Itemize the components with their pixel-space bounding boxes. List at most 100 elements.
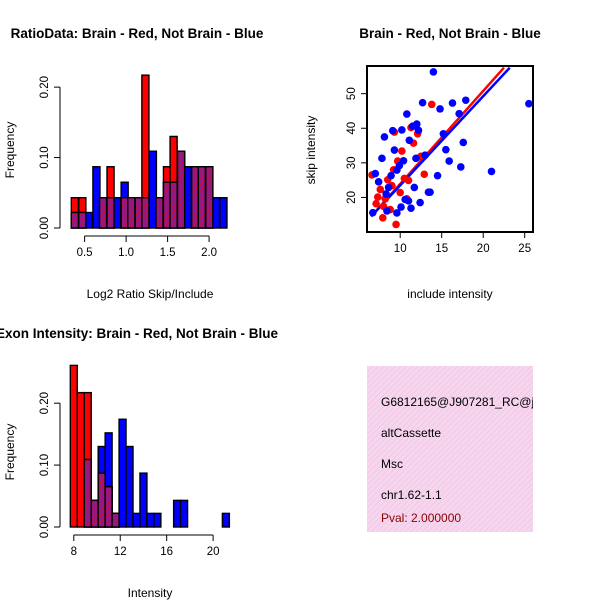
scatter-fit-lines bbox=[370, 66, 511, 218]
ratio-bar-overlap bbox=[70, 211, 80, 229]
ratio-x-axis-label: Log2 Ratio Skip/Include bbox=[87, 287, 214, 301]
ratio-bar-overlap bbox=[169, 181, 178, 229]
scatter-x-tick-label: 25 bbox=[518, 243, 531, 255]
scatter-y-tick-label: 20 bbox=[346, 191, 358, 204]
intensity-bar-brain bbox=[69, 364, 78, 528]
scatter-point-notbrain bbox=[407, 204, 415, 212]
scatter-point-notbrain bbox=[433, 171, 442, 180]
scatter-point-notbrain bbox=[383, 207, 391, 215]
scatter-x-tick-label: 15 bbox=[435, 243, 448, 255]
scatter-point-notbrain bbox=[403, 110, 411, 118]
scatter-axes-group: 10 15 20 25 20 30 40 50 bbox=[346, 87, 531, 255]
scatter-point-brain bbox=[427, 100, 436, 109]
scatter-point-notbrain bbox=[404, 197, 413, 205]
scatter-point-notbrain bbox=[461, 96, 470, 105]
intensity-bar-notbrain bbox=[118, 418, 127, 528]
intensity-bar-notbrain bbox=[172, 499, 182, 528]
ratio-bar-overlap bbox=[155, 197, 164, 229]
scatter-point-notbrain bbox=[393, 166, 401, 174]
scatter-y-axis-label: skip intensity bbox=[304, 116, 318, 185]
intensity-x-tick-label: 12 bbox=[114, 546, 127, 558]
tissue-text: Msc bbox=[381, 457, 403, 471]
scatter-point-notbrain bbox=[374, 178, 383, 186]
intensity-y-axis-label: Frequency bbox=[3, 424, 17, 481]
scatter-point-brain bbox=[420, 170, 429, 179]
scatter-point-brain bbox=[404, 176, 413, 185]
ratio-bar-overlap bbox=[98, 197, 108, 229]
ratio-bar-overlap bbox=[141, 197, 150, 229]
intensity-bar-notbrain bbox=[153, 512, 162, 528]
scatter-point-notbrain bbox=[384, 183, 393, 192]
scatter-point-notbrain bbox=[410, 183, 419, 192]
scatter-panel: Brain - Red, Not Brain - Blue 10 15 20 25 20… bbox=[304, 26, 541, 301]
scatter-point-notbrain bbox=[416, 198, 424, 207]
intensity-bar-notbrain bbox=[221, 512, 231, 528]
intensity-axes-group: 8 12 16 20 0.00 0.10 0.20 bbox=[39, 392, 220, 558]
ratio-bar-overlap bbox=[197, 166, 207, 229]
intensity-bar-notbrain bbox=[132, 512, 141, 528]
intensity-y-tick-label: 0.10 bbox=[39, 454, 51, 476]
scatter-chart-title: Brain - Red, Not Brain - Blue bbox=[359, 26, 541, 41]
scatter-point-notbrain bbox=[378, 154, 386, 163]
scatter-x-tick-label: 10 bbox=[394, 243, 407, 255]
intensity-bar-notbrain bbox=[139, 472, 148, 528]
scatter-point-brain bbox=[376, 185, 385, 194]
scatter-point-brain bbox=[372, 199, 380, 208]
intensity-x-tick-label: 20 bbox=[207, 546, 220, 558]
scatter-point-brain bbox=[396, 188, 405, 197]
intensity-x-tick-label: 8 bbox=[71, 546, 77, 558]
scatter-point-notbrain bbox=[439, 129, 448, 138]
scatter-point-notbrain bbox=[414, 126, 423, 135]
scatter-point-notbrain bbox=[455, 109, 463, 118]
intensity-bar-overlap bbox=[97, 472, 106, 528]
intensity-x-axis-label: Intensity bbox=[128, 586, 173, 600]
intensity-bar-overlap bbox=[83, 458, 92, 528]
intensity-bar-overlap bbox=[111, 512, 120, 528]
location-text: chr1.62-1.1 bbox=[381, 488, 442, 502]
ratio-x-tick-label: 1.5 bbox=[160, 247, 176, 259]
scatter-point-notbrain bbox=[397, 203, 405, 211]
scatter-y-tick-label: 50 bbox=[346, 87, 358, 100]
intensity-y-tick-label: 0.20 bbox=[39, 392, 51, 414]
scatter-y-tick-label: 30 bbox=[346, 156, 358, 169]
scatter-point-notbrain bbox=[399, 156, 408, 165]
scatter-point-notbrain bbox=[393, 209, 401, 217]
scatter-point-brain bbox=[398, 147, 406, 155]
intensity-x-tick-label: 16 bbox=[160, 546, 173, 558]
ratio-bar-overlap bbox=[106, 197, 115, 229]
intensity-histogram-panel: Exon Intensity: Brain - Red, Not Brain -… bbox=[0, 326, 278, 600]
scatter-points-group bbox=[368, 68, 533, 229]
scatter-point-notbrain bbox=[487, 167, 496, 176]
scatter-point-notbrain bbox=[412, 154, 420, 163]
intensity-bar-notbrain bbox=[179, 499, 189, 528]
ratio-x-tick-label: 0.5 bbox=[77, 247, 93, 259]
scatter-point-brain bbox=[373, 193, 382, 201]
scatter-point-notbrain bbox=[390, 146, 399, 154]
scatter-point-notbrain bbox=[456, 163, 465, 171]
intensity-chart-title: Exon Intensity: Brain - Red, Not Brain -… bbox=[0, 326, 278, 341]
scatter-point-notbrain bbox=[398, 126, 406, 134]
event-type-text: altCassette bbox=[381, 426, 441, 440]
scatter-point-notbrain bbox=[380, 133, 389, 141]
scatter-point-notbrain bbox=[405, 136, 414, 145]
scatter-fit-line-blue bbox=[370, 66, 511, 218]
ratio-chart-title: RatioData: Brain - Red, Not Brain - Blue bbox=[11, 26, 264, 41]
scatter-point-notbrain bbox=[445, 157, 453, 165]
probe-info-box: G6812165@J907281_RC@j_at altCassette Msc… bbox=[367, 366, 533, 532]
scatter-point-notbrain bbox=[388, 126, 397, 135]
scatter-y-tick-label: 40 bbox=[346, 122, 358, 135]
ratio-y-tick-label: 0.10 bbox=[39, 146, 51, 168]
scatter-point-notbrain bbox=[371, 169, 380, 178]
scatter-x-tick-label: 20 bbox=[477, 243, 490, 255]
scatter-point-notbrain bbox=[387, 171, 395, 180]
scatter-point-brain bbox=[378, 214, 387, 222]
intensity-bars-group bbox=[69, 364, 231, 528]
scatter-x-axis-label: include intensity bbox=[407, 287, 492, 301]
scatter-point-brain bbox=[392, 220, 400, 229]
scatter-point-notbrain bbox=[525, 99, 533, 108]
ratio-y-tick-label: 0.00 bbox=[39, 217, 51, 239]
scatter-plot-frame bbox=[366, 65, 534, 233]
ratio-bar-notbrain bbox=[219, 197, 228, 229]
ratio-y-tick-label: 0.20 bbox=[39, 76, 51, 98]
